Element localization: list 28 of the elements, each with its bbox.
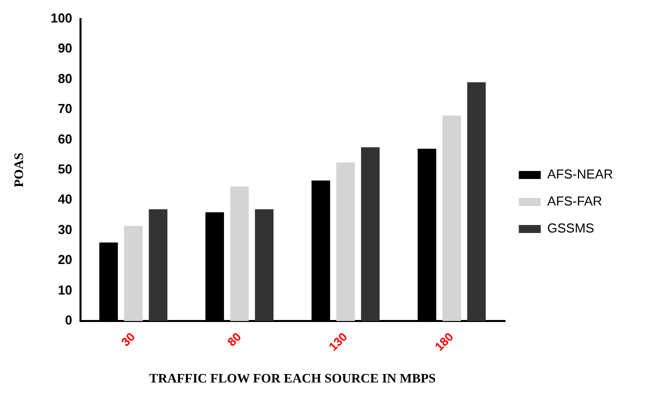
bar (467, 82, 486, 322)
y-tick-label: 100 (50, 10, 72, 26)
y-tick-label: 70 (58, 101, 72, 116)
y-axis-title: POAS (11, 152, 26, 188)
legend-label: AFS-FAR (547, 194, 602, 209)
x-axis-title: TRAFFIC FLOW FOR EACH SOURCE IN MBPS (149, 370, 436, 386)
legend-label: AFS-NEAR (547, 166, 614, 182)
y-tick-label: 50 (58, 162, 72, 177)
bar (124, 226, 143, 322)
bar (148, 209, 168, 322)
legend-label: GSSMS (547, 220, 595, 236)
y-tick-label: 80 (58, 70, 72, 86)
y-tick-label: 0 (65, 312, 72, 328)
y-tick-label: 40 (58, 192, 72, 207)
y-tick-label: 30 (58, 222, 72, 237)
y-tick-label: 90 (58, 40, 72, 56)
y-tick-label: 60 (58, 131, 72, 146)
y-tick-label: 20 (58, 252, 72, 268)
bar (442, 116, 461, 322)
x-tick-label: 180 (432, 329, 456, 354)
x-tick-label: 130 (326, 329, 350, 354)
bar (336, 162, 355, 322)
bar (230, 186, 249, 322)
y-tick-label: 10 (58, 282, 72, 298)
bar (254, 209, 274, 322)
x-tick-label: 80 (224, 329, 244, 350)
x-tick-label: 30 (118, 329, 138, 350)
bar (361, 147, 380, 322)
